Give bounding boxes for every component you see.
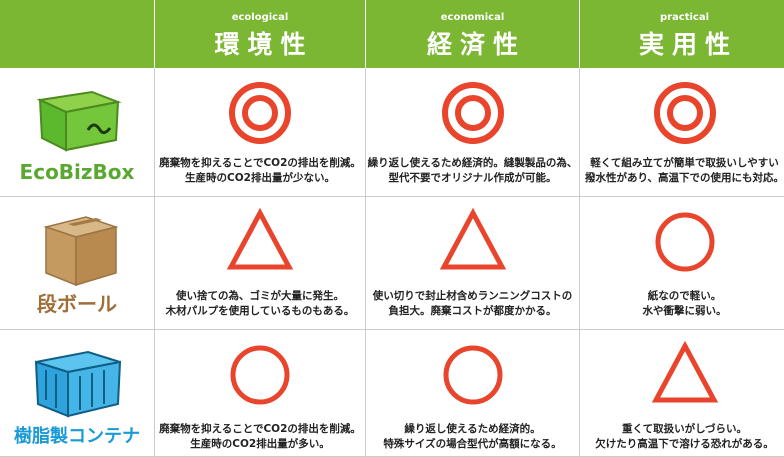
header-cell: economical 経済性 <box>366 0 580 68</box>
cell-text: 紙なので軽い。 水や衝撃に弱い。 <box>580 289 784 319</box>
circle <box>443 345 502 405</box>
row-name: 段ボール <box>37 292 117 316</box>
triangle <box>439 207 506 270</box>
cell: 使い捨ての為、ゴミが大量に発生。 木材パルプを使用しているものもある。 <box>155 197 366 330</box>
circle <box>230 345 290 405</box>
text-line: 欠けたり高温下で溶ける恐れがある。 <box>595 438 774 450</box>
header-blank <box>0 0 155 68</box>
row-header: 段ボール <box>0 197 155 330</box>
triangle <box>226 207 294 270</box>
text-line: 紙なので軽い。 <box>647 290 722 302</box>
double-circle <box>653 82 716 144</box>
header-en: economical <box>440 12 505 23</box>
text-line: 木材パルプを使用しているものもある。 <box>165 305 355 317</box>
cardboard-icon <box>43 216 119 287</box>
row-name: 樹脂製コンテナ <box>14 426 140 447</box>
header-ja: 実用性 <box>638 30 738 59</box>
cell: 使い切りで封止材含めランニングコストの 負担大。廃棄コストが都度かかる。 <box>366 197 580 330</box>
text-line: 繰り返し使えるため経済的。縫製製品の為、 <box>367 157 578 169</box>
cell-text: 繰り返し使えるため経済的。特殊サイズの場合型代が高額になる。 <box>366 422 579 452</box>
text-line: 特殊サイズの場合型代が高額になる。 <box>383 438 562 450</box>
text-line: 使い切りで封止材含めランニングコストの <box>372 290 573 302</box>
cell-text: 廃棄物を抑えることでCO2の排出を削減。 生産時のCO2排出量が少ない。 <box>155 156 365 186</box>
cell: 軽くて組み立てが簡単で取扱いしやすい 撥水性があり、高温下での使用にも対応。 <box>580 68 784 197</box>
double-circle <box>229 82 291 144</box>
cell: 紙なので軽い。 水や衝撃に弱い。 <box>580 197 784 330</box>
text-line: 繰り返し使えるため経済的。 <box>404 423 541 435</box>
cell-text: 使い切りで封止材含めランニングコストの 負担大。廃棄コストが都度かかる。 <box>366 289 579 319</box>
cell-text: 繰り返し使えるため経済的。縫製製品の為、 型代不要でオリジナル作成が可能。 <box>366 156 579 186</box>
row-header: EcoBizBox <box>0 68 155 197</box>
cell: 繰り返し使えるため経済的。縫製製品の為、 型代不要でオリジナル作成が可能。 <box>366 68 580 197</box>
cell-text: 使い捨ての為、ゴミが大量に発生。 木材パルプを使用しているものもある。 <box>155 289 365 319</box>
row-header: 樹脂製コンテナ <box>0 330 155 457</box>
header-en: practical <box>659 12 710 23</box>
header-en: ecological <box>231 12 289 23</box>
cell: 廃棄物を抑えることでCO2の排出を削減。 生産時のCO2排出量が少ない。 <box>155 68 366 197</box>
text-line: 水や衝撃に弱い。 <box>642 305 727 317</box>
text-line: 型代不要でオリジナル作成が可能。 <box>388 172 557 184</box>
text-line: 廃棄物を抑えることでCO2の排出を削減。 <box>159 157 361 169</box>
text-line: 重くて取扱いがしづらい。 <box>621 423 748 435</box>
header-ja: 経済性 <box>426 30 526 59</box>
container-icon <box>34 350 122 418</box>
header-ja: 環境性 <box>214 30 314 59</box>
text-line: 軽くて組み立てが簡単で取扱いしやすい <box>590 157 779 169</box>
triangle <box>651 340 718 403</box>
header-cell: practical 実用性 <box>580 0 784 68</box>
text-line: 使い捨ての為、ゴミが大量に発生。 <box>176 290 344 302</box>
header-cell: ecological 環境性 <box>155 0 366 68</box>
cell-text: 廃棄物を抑えることでCO2の排出を削減。 生産時のCO2排出量が多い。 <box>155 422 365 452</box>
text-line: 生産時のCO2排出量が少ない。 <box>185 172 335 184</box>
cell-text: 軽くて組み立てが簡単で取扱いしやすい 撥水性があり、高温下での使用にも対応。 <box>580 156 784 186</box>
cell: 重くて取扱いがしづらい。欠けたり高温下で溶ける恐れがある。 <box>580 330 784 457</box>
cell: 廃棄物を抑えることでCO2の排出を削減。 生産時のCO2排出量が多い。 <box>155 330 366 457</box>
text-line: 廃棄物を抑えることでCO2の排出を削減。 <box>159 423 361 435</box>
text-line: 撥水性があり、高温下での使用にも対応。 <box>584 172 784 184</box>
text-line: 負担大。廃棄コストが都度かかる。 <box>388 305 557 317</box>
cell-text: 重くて取扱いがしづらい。欠けたり高温下で溶ける恐れがある。 <box>580 422 784 452</box>
cell: 繰り返し使えるため経済的。特殊サイズの場合型代が高額になる。 <box>366 330 580 457</box>
circle <box>655 212 714 272</box>
double-circle <box>441 82 504 144</box>
row-name: EcoBizBox <box>19 160 135 184</box>
ecobizbox-icon <box>36 90 122 152</box>
text-line: 生産時のCO2排出量が多い。 <box>190 438 330 450</box>
